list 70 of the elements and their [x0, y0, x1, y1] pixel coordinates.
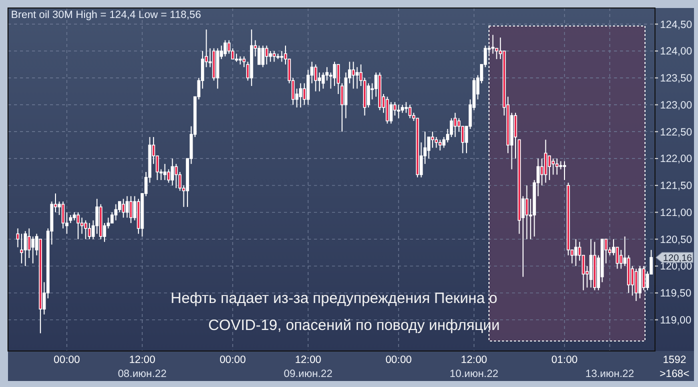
candlestick [76, 212, 80, 240]
x-tick-label: 12:00 10.июн.22 [450, 354, 499, 380]
candlestick [122, 198, 125, 218]
candlestick [224, 40, 227, 57]
x-tick-label: 00:00 [220, 354, 246, 366]
candlestick [454, 112, 457, 138]
y-tick-label: 123,00 [660, 99, 692, 112]
y-tick-label: 121,50 [660, 180, 692, 192]
y-tick-label: 122,50 [660, 126, 692, 138]
candlestick [268, 50, 272, 62]
candlestick [366, 82, 370, 108]
x-tick-label: 13.июн.22 [585, 368, 634, 380]
text: >168< [660, 368, 690, 380]
candlestick [20, 233, 24, 264]
candlestick [386, 96, 389, 124]
candlestick [24, 230, 27, 267]
annotation: Нефть падает из-за предупреждения Пекина о COVID-19, опасений по поводу инфляции [170, 290, 500, 334]
y-tick-label: 122,00 [660, 153, 692, 166]
candlestick [126, 196, 129, 218]
candlestick [634, 268, 638, 302]
candlestick [352, 61, 355, 90]
candlestick [31, 236, 34, 264]
candlestick [314, 64, 318, 92]
candlestick [129, 196, 132, 224]
x-tick-label: 12:00 09.июн.22 [284, 354, 333, 380]
candlestick [356, 66, 359, 90]
y-tick-label: 119,00 [660, 314, 692, 326]
candlestick [555, 158, 559, 176]
candlestick [265, 45, 268, 65]
candlestick [408, 104, 412, 119]
x-tick-label: 00:00 [385, 354, 412, 366]
y-tick-label: 119,50 [660, 288, 692, 300]
candlestick [163, 163, 166, 181]
candlestick [280, 50, 284, 62]
x-tick-label: 12:00 08.июн.22 [118, 354, 167, 380]
candlestick [430, 131, 434, 148]
candlestick [174, 163, 178, 189]
text: 1592 [662, 354, 686, 366]
candlestick [61, 201, 65, 229]
candlestick [390, 102, 393, 124]
candlestick [548, 155, 551, 181]
candlestick [642, 266, 646, 291]
candlestick [525, 184, 528, 240]
candlestick [28, 228, 31, 258]
candlestick [84, 220, 88, 240]
candlestick [272, 50, 276, 62]
candlestick [404, 102, 408, 114]
x-tick-label: 00:00 [54, 354, 80, 366]
candlestick [438, 139, 442, 151]
candlestick [114, 204, 118, 221]
candlestick [299, 82, 302, 108]
chart-title: Brent oil 30M High = 124,4 Low = 118,56 [11, 9, 202, 21]
candlestick [80, 217, 84, 234]
y-tick-label: 121,00 [660, 206, 692, 219]
candlestick [544, 139, 548, 184]
y-tick-label: 124,50 [660, 18, 692, 31]
y-tick-label: 120,50 [660, 234, 692, 246]
x-tick-label: 01:00 [551, 354, 578, 366]
candlestick [397, 104, 400, 119]
candlestick [95, 198, 99, 234]
candlestick [261, 45, 264, 68]
candlestick [88, 222, 92, 240]
candlestick [620, 249, 623, 270]
candlestick [170, 158, 174, 186]
candlestick [562, 160, 566, 181]
y-tick-label: 124,00 [660, 46, 692, 58]
candlestick [552, 158, 555, 176]
y-tick-label: 123,50 [660, 72, 692, 85]
candlestick [332, 61, 336, 86]
candlestick [574, 238, 578, 267]
